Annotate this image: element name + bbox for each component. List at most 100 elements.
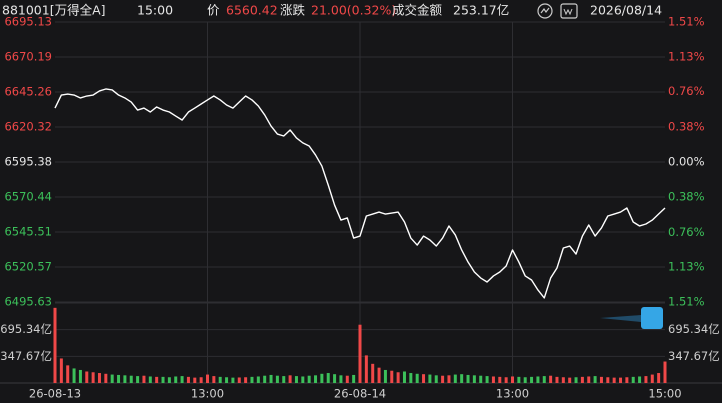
volume-bar bbox=[59, 358, 63, 383]
volume-bar bbox=[339, 375, 343, 383]
volume-bar bbox=[180, 376, 184, 383]
flow-icon[interactable] bbox=[600, 307, 663, 329]
y2-tick-label: 1.13% bbox=[668, 50, 705, 64]
x-tick-label: 13:00 bbox=[496, 387, 529, 401]
volume-bar bbox=[587, 376, 591, 383]
volume-bar bbox=[612, 377, 616, 383]
volume-bar bbox=[460, 374, 464, 383]
volume-bar bbox=[549, 375, 553, 383]
volume-bar bbox=[650, 374, 654, 383]
volume-bar bbox=[161, 376, 165, 383]
volume-bar bbox=[97, 373, 101, 383]
volume-bar bbox=[174, 376, 178, 383]
volume-bar bbox=[485, 376, 489, 383]
x-tick-label: 26-08-14 bbox=[334, 387, 386, 401]
volume-bar bbox=[186, 376, 190, 383]
volume-bar bbox=[250, 376, 254, 383]
y2-tick-label: 1.51% bbox=[668, 295, 705, 309]
volume-bar bbox=[199, 377, 203, 383]
change: 21.00(0.32%) bbox=[311, 3, 396, 18]
y2-tick-label: 0.76% bbox=[668, 84, 705, 98]
volume-bar bbox=[231, 377, 235, 383]
volume-bar bbox=[422, 374, 426, 383]
volume-bar bbox=[390, 370, 394, 383]
volume-bar bbox=[352, 374, 356, 383]
volume-bar bbox=[72, 368, 76, 383]
change-label: 涨跌 bbox=[280, 3, 306, 18]
volume-bar bbox=[472, 375, 476, 383]
volume-bar bbox=[434, 375, 438, 383]
y2-tick-label: 1.13% bbox=[668, 259, 705, 273]
x-tick-label: 15:00 bbox=[648, 387, 681, 401]
volume-bar bbox=[155, 376, 159, 383]
volume-tick-label: 347.67亿 bbox=[0, 349, 52, 363]
volume-bar bbox=[555, 376, 559, 383]
volume-bar bbox=[396, 372, 400, 383]
volume-bar bbox=[453, 374, 457, 383]
chart-icon[interactable] bbox=[537, 3, 553, 19]
volume-bar bbox=[580, 376, 584, 383]
volume-bar bbox=[117, 374, 121, 383]
price-line bbox=[54, 88, 666, 299]
y-tick-label: 6520.57 bbox=[4, 259, 52, 273]
y-tick-label: 6545.51 bbox=[4, 224, 52, 238]
volume-bar bbox=[498, 376, 502, 383]
volume-bar bbox=[225, 377, 229, 383]
volume-bar bbox=[638, 376, 642, 383]
volume-bar bbox=[110, 374, 114, 383]
volume-bar bbox=[136, 376, 140, 383]
volume-bar bbox=[66, 365, 70, 383]
volume-bar bbox=[625, 377, 629, 383]
volume-bar bbox=[269, 374, 273, 383]
volume-bar bbox=[371, 363, 375, 383]
volume-bar bbox=[358, 324, 362, 383]
volume-bar bbox=[530, 376, 534, 383]
y-tick-label: 6670.19 bbox=[4, 50, 52, 64]
volume-bar bbox=[307, 375, 311, 383]
volume-bar bbox=[574, 377, 578, 383]
y2-tick-label: 0.38% bbox=[668, 190, 705, 204]
volume-bar bbox=[631, 376, 635, 383]
volume-bar bbox=[402, 371, 406, 383]
volume-bar bbox=[123, 375, 127, 383]
y2-tick-label: 0.00% bbox=[668, 155, 705, 169]
volume-bar bbox=[606, 377, 610, 383]
volume-bar bbox=[193, 377, 197, 383]
volume-bar bbox=[364, 355, 368, 383]
volume-bar bbox=[78, 369, 82, 383]
volume-bar bbox=[314, 375, 318, 383]
volume-bar bbox=[415, 373, 419, 383]
volume-bar bbox=[104, 373, 108, 383]
price-label: 价 bbox=[207, 3, 220, 18]
volume-bar bbox=[447, 375, 451, 383]
volume-bar bbox=[561, 377, 565, 383]
volume-bar bbox=[619, 377, 623, 383]
volume-bar bbox=[212, 376, 216, 383]
volume-bar bbox=[663, 361, 667, 383]
volume-bar bbox=[428, 374, 432, 383]
volume-bar bbox=[657, 373, 661, 383]
volume-bar bbox=[206, 374, 209, 383]
date: 2026/08/14 bbox=[590, 3, 662, 18]
y-tick-label: 6695.13 bbox=[4, 15, 52, 29]
volume-bar bbox=[167, 377, 171, 383]
volume-bar bbox=[218, 376, 222, 383]
volume-bar bbox=[377, 367, 381, 383]
volume-bar bbox=[536, 376, 540, 383]
x-tick-label: 13:00 bbox=[191, 387, 224, 401]
wp-icon[interactable] bbox=[560, 3, 578, 19]
volume-bar bbox=[85, 371, 89, 383]
volume-bar bbox=[326, 373, 330, 383]
y2-tick-label: 1.51% bbox=[668, 15, 705, 29]
y-tick-label: 6495.63 bbox=[4, 295, 52, 309]
volume-bar bbox=[256, 376, 260, 383]
volume-bar bbox=[142, 375, 146, 383]
volume-bar bbox=[129, 375, 133, 383]
volume-bar bbox=[593, 376, 597, 383]
price: 6560.42 bbox=[226, 3, 278, 18]
volume-bar bbox=[294, 376, 298, 383]
volume-bar bbox=[479, 375, 483, 383]
volume-bar bbox=[148, 376, 152, 383]
